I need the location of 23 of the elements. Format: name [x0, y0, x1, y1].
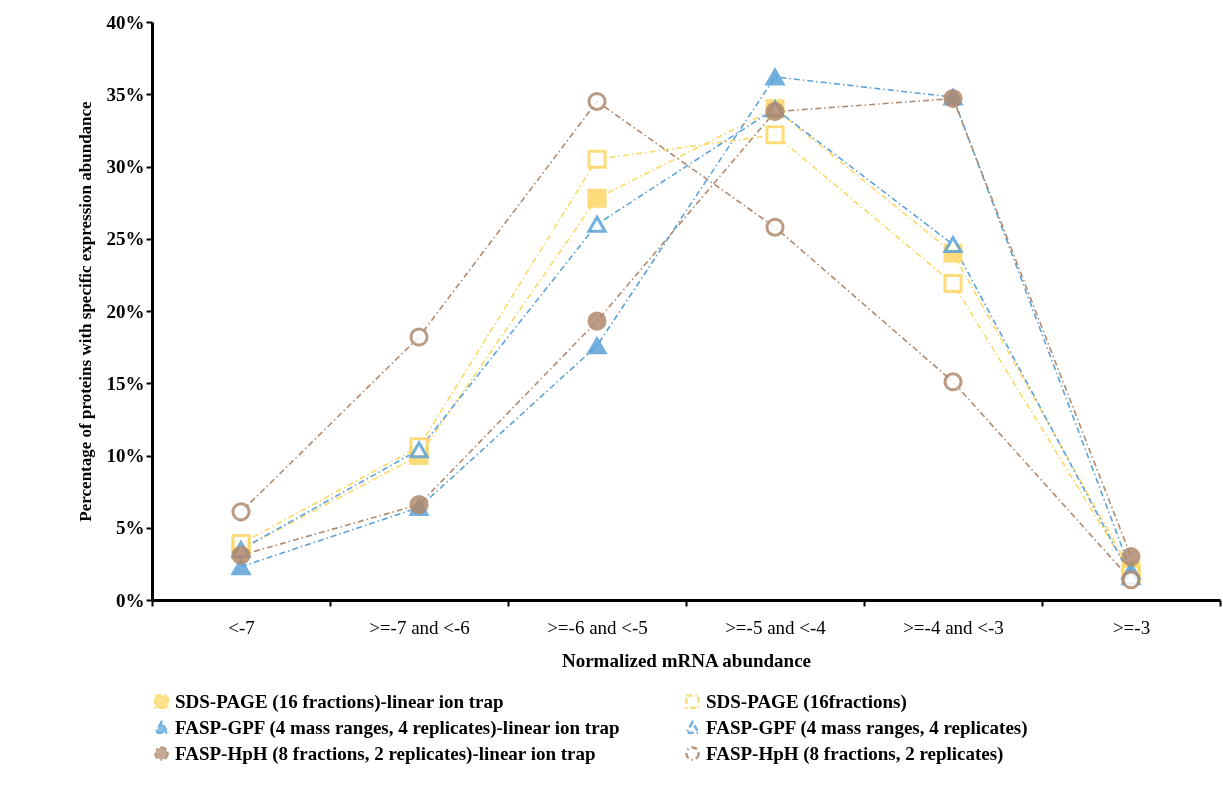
- y-tick-label: 40%: [106, 11, 145, 33]
- x-tick-label: <-7: [228, 616, 255, 638]
- y-tick-label: 30%: [106, 156, 145, 177]
- x-tick-label: >=-6 and <-5: [547, 616, 648, 638]
- legend-label: SDS-PAGE (16 fractions)-linear ion trap: [175, 690, 504, 713]
- y-tick-label: 25%: [106, 228, 145, 250]
- y-axis-title: Percentage of proteins with specific expression abundance: [75, 100, 95, 522]
- legend-label: FASP-HpH (8 fractions, 2 replicates): [706, 742, 1004, 765]
- x-tick-label: >=-7 and <-6: [369, 616, 470, 638]
- legend-label: FASP-GPF (4 mass ranges, 4 replicates): [706, 716, 1028, 739]
- y-tick-label: 10%: [106, 445, 145, 466]
- x-tick-label: >=-4 and <-3: [903, 616, 1004, 638]
- legend-label: SDS-PAGE (16fractions): [706, 690, 907, 713]
- y-tick-label: 20%: [106, 300, 145, 322]
- legend-label: FASP-GPF (4 mass ranges, 4 replicates)-linear ion trap: [175, 716, 620, 739]
- x-tick-label: >=-3: [1112, 616, 1151, 638]
- y-tick-label: 5%: [116, 517, 145, 539]
- y-tick-label: 35%: [106, 83, 145, 105]
- legend-label: FASP-HpH (8 fractions, 2 replicates)-linear ion trap: [175, 742, 596, 765]
- y-tick-label: 15%: [106, 372, 145, 394]
- x-tick-label: >=-5 and <-4: [725, 616, 827, 638]
- x-axis-title: Normalized mRNA abundance: [561, 649, 812, 671]
- y-tick-label: 0%: [116, 589, 145, 611]
